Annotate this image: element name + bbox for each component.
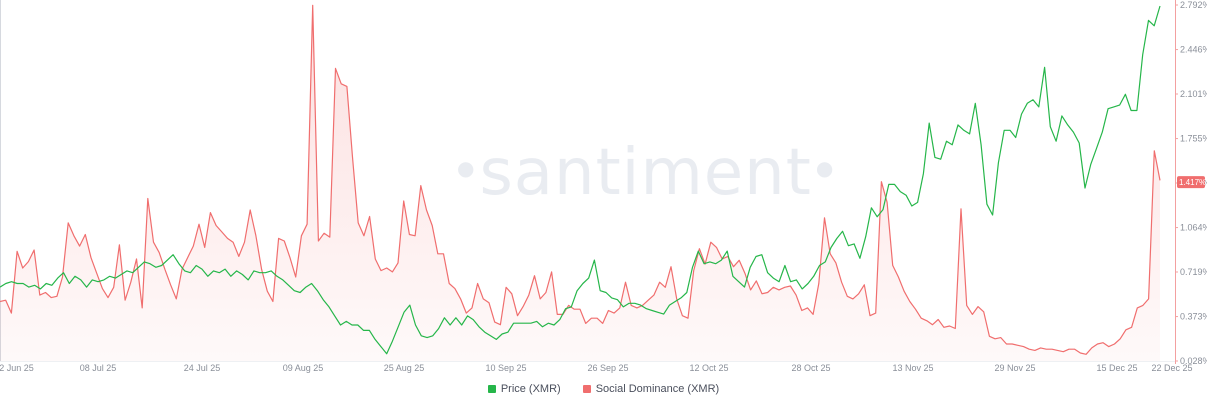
x-tick-label: 12 Oct 25 [689, 363, 728, 373]
y-tick-label: 2.446% [1180, 45, 1207, 55]
x-tick-label: 08 Jul 25 [80, 363, 117, 373]
x-tick-label: 24 Jul 25 [184, 363, 221, 373]
legend-label-price: Price (XMR) [500, 383, 561, 395]
x-tick-label: 28 Oct 25 [791, 363, 830, 373]
x-tick-label: 10 Sep 25 [485, 363, 526, 373]
legend-item-price[interactable]: Price (XMR) [487, 383, 561, 395]
y-tick-label: 2.101% [1180, 89, 1207, 99]
y-tick-label: 0.719% [1180, 267, 1207, 277]
x-tick-label: 13 Nov 25 [892, 363, 933, 373]
x-tick-label: 22 Jun 25 [0, 363, 34, 373]
x-tick-label: 15 Dec 25 [1096, 363, 1137, 373]
x-tick-label: 25 Aug 25 [384, 363, 425, 373]
legend-item-social-dominance[interactable]: Social Dominance (XMR) [582, 383, 720, 395]
x-tick-label: 26 Sep 25 [587, 363, 628, 373]
y-tick-label: 1.064% [1180, 223, 1207, 233]
legend-swatch-price [487, 385, 496, 393]
current-value-badge [1177, 176, 1205, 189]
x-tick-label: 29 Nov 25 [994, 363, 1035, 373]
y-tick-label: 0.373% [1180, 312, 1207, 322]
x-tick-label: 09 Aug 25 [283, 363, 324, 373]
x-tick-label: 22 Dec 25 [1151, 363, 1192, 373]
social-dominance-area [0, 5, 1160, 362]
current-value-badge-text: 1.417% [1179, 178, 1206, 187]
price-line [0, 5, 1161, 355]
chart-legend: Price (XMR) Social Dominance (XMR) [0, 383, 1207, 395]
legend-swatch-social-dominance [582, 385, 591, 393]
y-tick-label: 1.755% [1180, 134, 1207, 144]
social-dominance-line [0, 4, 1161, 355]
y-tick-label: 2.792% [1180, 0, 1207, 10]
legend-label-social-dominance: Social Dominance (XMR) [595, 383, 720, 395]
y-tick-label: 0.028% [1180, 356, 1207, 366]
